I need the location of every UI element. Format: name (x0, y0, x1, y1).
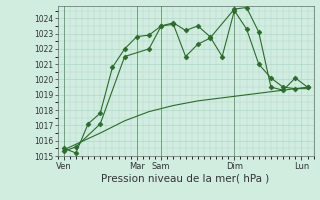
X-axis label: Pression niveau de la mer( hPa ): Pression niveau de la mer( hPa ) (101, 173, 270, 183)
